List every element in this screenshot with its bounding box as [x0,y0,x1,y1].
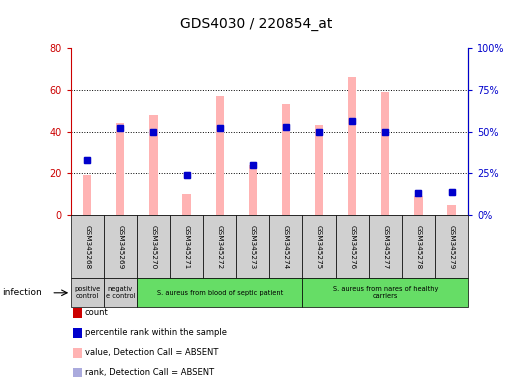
Bar [348,77,356,215]
Bar [183,194,191,215]
Bar [83,175,92,215]
Text: GSM345271: GSM345271 [184,225,189,269]
Text: negativ
e control: negativ e control [106,286,135,299]
Bar [215,96,224,215]
Text: infection: infection [3,288,42,297]
Text: GSM345273: GSM345273 [250,225,256,269]
Text: GDS4030 / 220854_at: GDS4030 / 220854_at [180,17,333,31]
Text: value, Detection Call = ABSENT: value, Detection Call = ABSENT [85,348,218,358]
Text: rank, Detection Call = ABSENT: rank, Detection Call = ABSENT [85,368,214,377]
Text: GSM345268: GSM345268 [84,225,90,269]
Text: S. aureus from nares of healthy
carriers: S. aureus from nares of healthy carriers [333,286,438,299]
Bar [381,92,390,215]
Text: percentile rank within the sample: percentile rank within the sample [85,328,227,338]
Bar [248,165,257,215]
Bar [414,196,423,215]
Bar [315,125,323,215]
Bar [116,123,124,215]
Text: GSM345278: GSM345278 [415,225,422,269]
Text: S. aureus from blood of septic patient: S. aureus from blood of septic patient [156,290,283,296]
Text: GSM345279: GSM345279 [449,225,454,269]
Text: count: count [85,308,108,318]
Text: GSM345277: GSM345277 [382,225,388,269]
Bar [447,205,456,215]
Text: positive
control: positive control [74,286,100,299]
Text: GSM345272: GSM345272 [217,225,223,269]
Text: GSM345274: GSM345274 [283,225,289,269]
Text: GSM345270: GSM345270 [151,225,156,269]
Bar [149,115,157,215]
Text: GSM345276: GSM345276 [349,225,355,269]
Bar [282,104,290,215]
Text: GSM345269: GSM345269 [117,225,123,269]
Text: GSM345275: GSM345275 [316,225,322,269]
